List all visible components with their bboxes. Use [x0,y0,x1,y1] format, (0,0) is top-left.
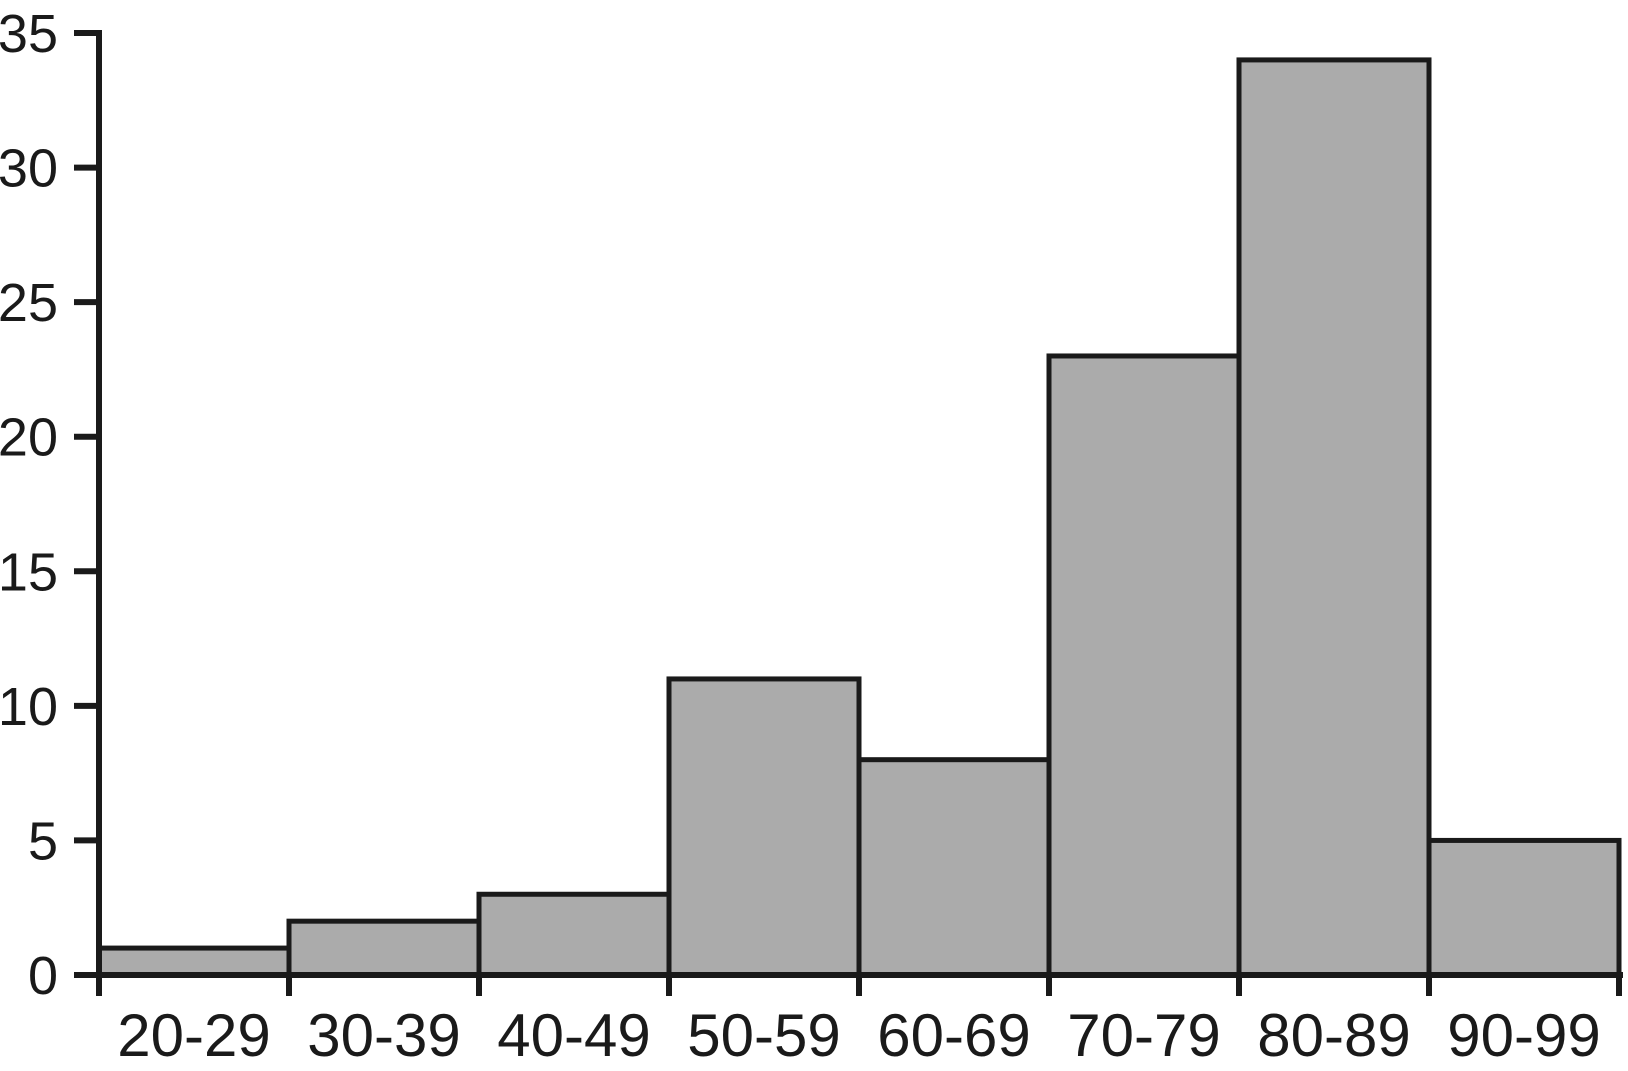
y-tick-label: 25 [0,273,58,333]
y-tick-label: 30 [0,139,58,199]
histogram-bar [856,757,1052,978]
x-tick-label: 80-89 [1257,1002,1410,1066]
histogram-bar [1426,837,1622,978]
histogram-bar [476,891,672,978]
y-tick-label: 35 [0,4,58,64]
x-tick-label: 50-59 [687,1002,840,1066]
x-tick-label: 60-69 [877,1002,1030,1066]
x-tick-label: 90-99 [1447,1002,1600,1066]
x-tick-label: 70-79 [1067,1002,1220,1066]
histogram-bar [666,676,862,978]
histogram-bar [96,945,292,978]
x-tick-label: 30-39 [307,1002,460,1066]
y-tick-label: 10 [0,677,58,737]
histogram-bar [286,918,482,978]
histogram-bar [1046,353,1242,978]
y-tick-label: 0 [28,946,58,1006]
y-tick-label: 15 [0,542,58,602]
x-tick-label: 40-49 [497,1002,650,1066]
y-tick-label: 5 [28,811,58,871]
x-tick-label: 20-29 [117,1002,270,1066]
histogram-bar [1236,57,1432,978]
y-tick-label: 20 [0,408,58,468]
